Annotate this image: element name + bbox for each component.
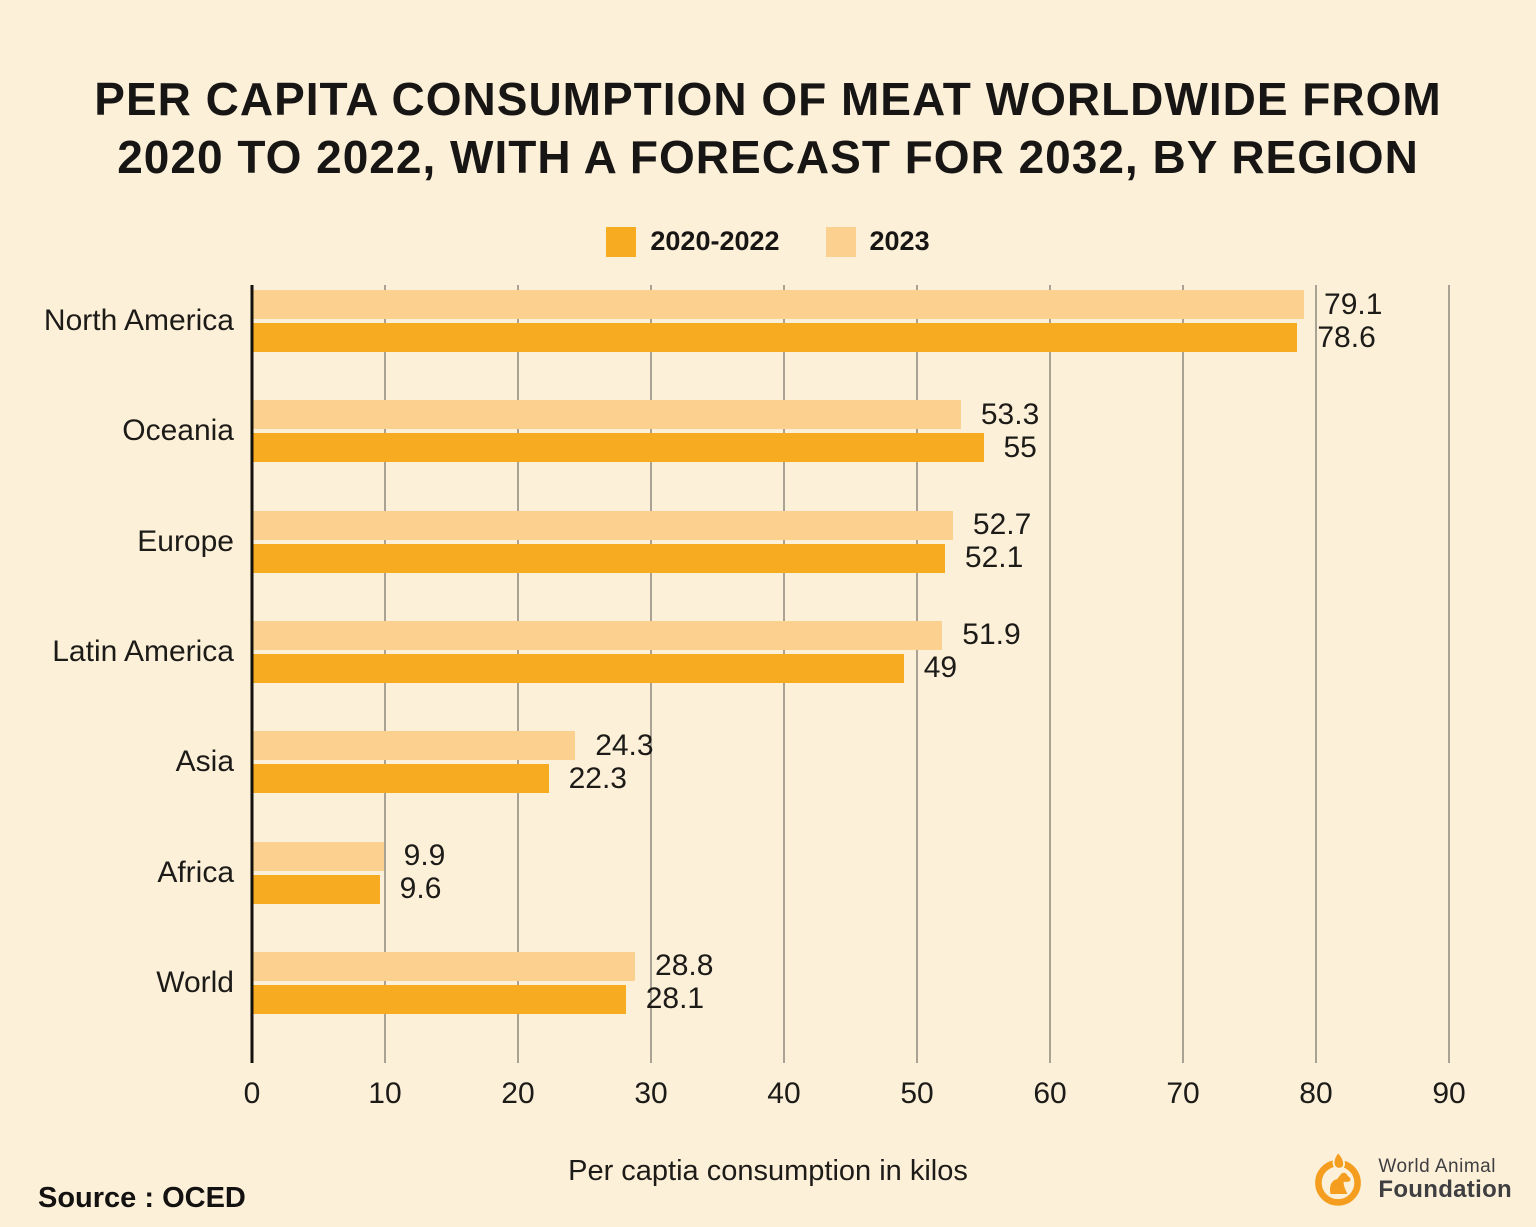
legend-label-2020-2022: 2020-2022 (650, 226, 780, 256)
source-label: Source : OCED (38, 1182, 246, 1214)
value-label-2023-oceania: 53.3 (980, 397, 1040, 431)
logo-wordmark-line1: World Animal (1378, 1156, 1496, 1178)
category-label-north-america: North America (43, 304, 234, 337)
x-tick-label-30: 30 (634, 1077, 668, 1110)
chart-title-line1: PER CAPITA CONSUMPTION OF MEAT WORLDWIDE… (94, 73, 1442, 125)
gridline-50 (916, 285, 918, 1063)
bar-2020-2022-asia: 22.3 (252, 762, 627, 795)
logo-wordmark: World Animal Foundation (1378, 1156, 1512, 1204)
bar-2023-asia: 24.3 (252, 729, 654, 762)
chart-title: PER CAPITA CONSUMPTION OF MEAT WORLDWIDE… (0, 70, 1536, 186)
x-tick-label-20: 20 (501, 1077, 535, 1110)
value-label-2023-europe: 52.7 (972, 508, 1032, 542)
legend-item-2020-2022: 2020-2022 (606, 226, 780, 257)
chart-row-north-america: North America 79.1 78.6 (44, 288, 1449, 354)
world-animal-foundation-logo: World Animal Foundation (1310, 1152, 1512, 1208)
bar-2023-africa: 9.9 (252, 839, 445, 872)
bar-2023-europe: 52.7 (252, 508, 1031, 541)
chart-row-world: World 28.8 28.1 (156, 949, 1449, 1015)
bar-2023-world: 28.8 (252, 949, 713, 982)
value-label-2020-2022-europe: 52.1 (964, 541, 1024, 575)
chart-title-line2: 2020 TO 2022, WITH A FORECAST FOR 2032, … (117, 131, 1419, 183)
x-tick-label-80: 80 (1299, 1077, 1333, 1110)
legend: 2020-2022 2023 (0, 226, 1536, 257)
legend-swatch-dark-icon (606, 226, 637, 257)
gridline-60 (1049, 285, 1051, 1063)
bar-2023-north-america: 79.1 (252, 288, 1382, 321)
bar-2020-2022-north-america: 78.6 (252, 321, 1376, 354)
category-label-latin-america: Latin America (52, 634, 234, 668)
bar-chart-plot-area: 0 10 20 30 40 50 60 70 80 90 North America 79.1 78.6… (44, 285, 1466, 1110)
bar-2023-latin-america: 51.9 (252, 618, 1021, 651)
value-label-2023-north-america: 79.1 (1324, 287, 1383, 321)
chart-row-latin-america: Latin America 51.9 49 (52, 618, 1449, 684)
value-label-2020-2022-latin-america: 49 (923, 651, 958, 685)
category-label-world: World (156, 965, 234, 999)
bar-2020-2022-world: 28.1 (252, 982, 704, 1015)
bar-2020-2022-latin-america: 49 (252, 651, 957, 684)
legend-label-2023: 2023 (869, 226, 930, 256)
legend-swatch-light-icon (825, 226, 856, 257)
bar-2020-2022-oceania: 55 (252, 431, 1037, 464)
logo-wordmark-line2: Foundation (1378, 1176, 1512, 1204)
value-label-2020-2022-world: 28.1 (645, 982, 705, 1016)
category-label-europe: Europe (137, 524, 234, 558)
gridline-80 (1315, 285, 1317, 1063)
x-tick-label-0: 0 (243, 1077, 261, 1110)
x-tick-label-90: 90 (1432, 1077, 1466, 1110)
gridline-70 (1182, 285, 1184, 1063)
x-tick-label-70: 70 (1166, 1077, 1200, 1110)
bar-2023-oceania: 53.3 (252, 398, 1039, 431)
x-tick-label-50: 50 (900, 1077, 934, 1110)
bar-2020-2022-africa: 9.6 (252, 872, 441, 905)
value-label-2023-africa: 9.9 (403, 839, 446, 873)
x-tick-label-10: 10 (368, 1077, 402, 1110)
legend-item-2023: 2023 (825, 226, 930, 257)
bar-2020-2022-europe: 52.1 (252, 541, 1023, 574)
gridline-90 (1448, 285, 1450, 1063)
value-label-2020-2022-asia: 22.3 (568, 761, 627, 795)
value-label-2020-2022-africa: 9.6 (399, 872, 442, 906)
chart-row-oceania: Oceania 53.3 55 (122, 398, 1449, 464)
x-axis-caption: Per captia consumption in kilos (568, 1155, 968, 1187)
chart-row-africa: Africa 9.9 9.6 (157, 839, 1449, 905)
value-label-2023-latin-america: 51.9 (962, 618, 1021, 652)
value-label-2023-world: 28.8 (655, 949, 714, 983)
category-label-asia: Asia (175, 745, 234, 779)
category-label-africa: Africa (157, 855, 234, 889)
value-label-2020-2022-north-america: 78.6 (1317, 320, 1376, 354)
value-label-2023-asia: 24.3 (595, 728, 654, 762)
x-tick-label-40: 40 (767, 1077, 801, 1110)
y-axis-line (250, 285, 254, 1063)
x-tick-label-60: 60 (1033, 1077, 1067, 1110)
chart-row-asia: Asia 24.3 22.3 (176, 729, 1449, 795)
value-label-2020-2022-oceania: 55 (1003, 430, 1037, 464)
dog-circle-logo-icon (1315, 1152, 1362, 1206)
category-label-oceania: Oceania (122, 414, 234, 448)
chart-row-europe: Europe 52.7 52.1 (137, 508, 1449, 574)
